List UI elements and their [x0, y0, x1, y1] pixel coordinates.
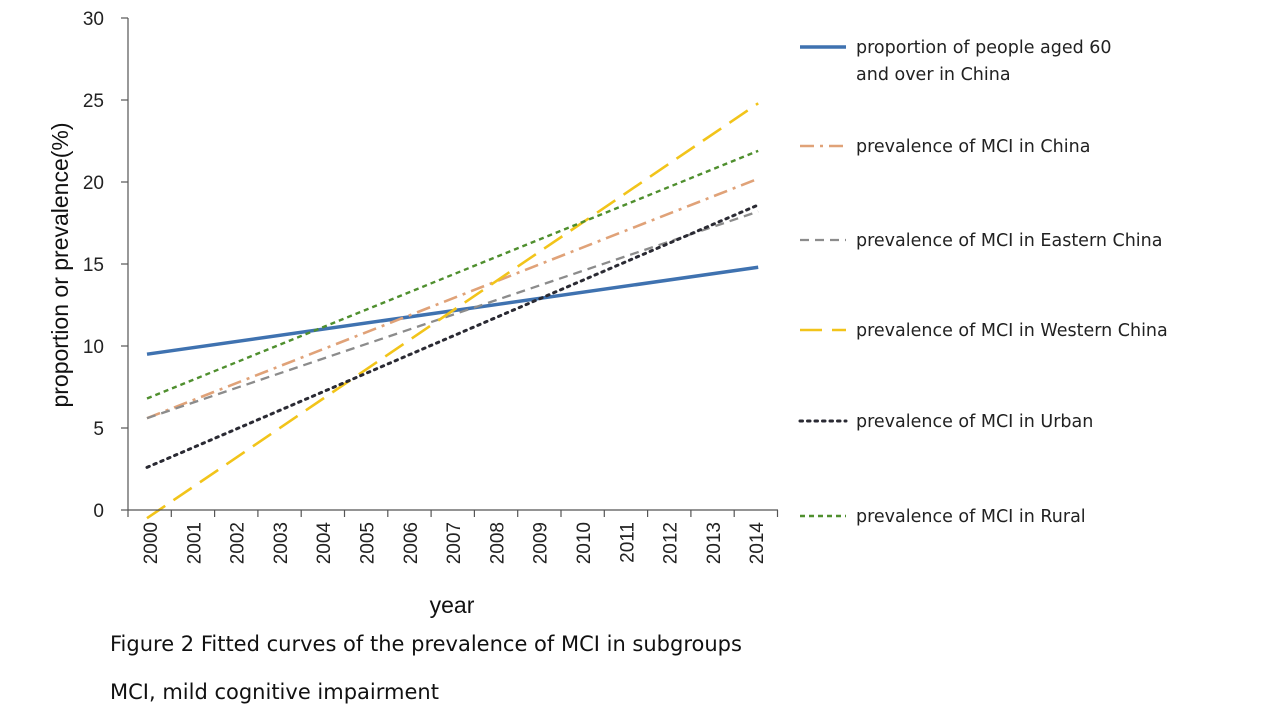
- series-line: [146, 102, 759, 520]
- x-tick-label: 2011: [617, 522, 638, 563]
- x-tick-label: 2006: [401, 522, 422, 564]
- x-tick-label: 2004: [314, 522, 335, 565]
- x-tick-label: 2010: [574, 522, 595, 564]
- x-tick-label: 2009: [531, 522, 552, 564]
- axes: [127, 18, 778, 511]
- x-tick-label: 2003: [271, 522, 292, 564]
- series-line: [145, 203, 760, 469]
- x-tick-label: 2007: [444, 522, 465, 564]
- y-axis-label: proportion or prevalence(%): [47, 122, 73, 407]
- legend-label: prevalence of MCI in Eastern China: [856, 231, 1162, 251]
- y-tick-label: 10: [83, 337, 104, 358]
- series-line: [146, 177, 759, 420]
- y-tick-label: 25: [83, 91, 104, 112]
- x-tick-label: 2002: [228, 522, 249, 564]
- x-tick-label: 2000: [141, 522, 162, 564]
- x-tick-label: 2014: [747, 522, 768, 565]
- y-tick-label: 15: [83, 255, 104, 276]
- legend: proportion of people aged 60 and over in …: [798, 38, 1168, 527]
- legend-label: prevalence of MCI in Rural: [856, 507, 1086, 527]
- x-tick-label: 2012: [661, 522, 682, 564]
- x-tick-label: 2013: [704, 522, 725, 564]
- y-tick-label: 30: [83, 9, 104, 30]
- legend-label: prevalence of MCI in Urban: [856, 412, 1093, 432]
- legend-label: proportion of people aged 60: [856, 38, 1112, 58]
- series-line: [146, 210, 759, 420]
- x-tick-label: 2008: [487, 522, 508, 564]
- y-tick-label: 5: [93, 419, 104, 440]
- x-axis-label: year: [430, 592, 475, 618]
- y-ticks: 0 5 10 15 20 25 30: [83, 9, 128, 522]
- legend-label: prevalence of MCI in China: [856, 137, 1090, 157]
- series-lines: [145, 102, 760, 520]
- x-tick-label: 2001: [184, 522, 205, 564]
- figure-footnote: MCI, mild cognitive impairment: [110, 680, 439, 704]
- legend-label: and over in China: [856, 65, 1011, 85]
- x-tick-label: 2005: [358, 522, 379, 564]
- figure-caption: Figure 2 Fitted curves of the prevalence…: [110, 632, 742, 656]
- y-tick-label: 0: [93, 501, 104, 522]
- x-ticks: 2000 2001 2002 2003 2004 2005 2006 2007 2008 2009…: [127, 510, 779, 565]
- series-line: [146, 149, 759, 400]
- legend-label: prevalence of MCI in Western China: [856, 321, 1168, 341]
- y-tick-label: 20: [83, 173, 104, 194]
